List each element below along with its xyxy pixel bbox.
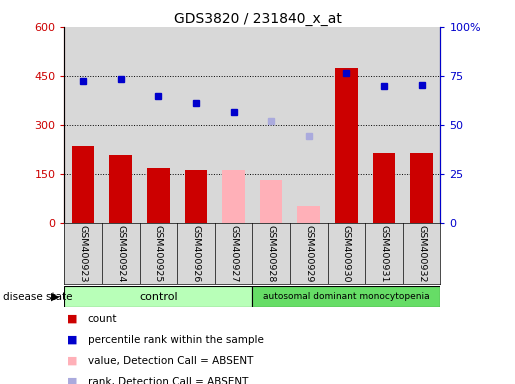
Text: ■: ■ [67, 377, 77, 384]
Bar [328, 27, 365, 223]
Bar [260, 180, 282, 223]
Text: GSM400925: GSM400925 [154, 225, 163, 282]
Bar [64, 27, 102, 223]
Bar [290, 27, 328, 223]
Text: GSM400923: GSM400923 [79, 225, 88, 282]
Text: ■: ■ [67, 335, 77, 345]
Text: ■: ■ [67, 314, 77, 324]
Text: GSM400932: GSM400932 [417, 225, 426, 282]
Bar [403, 27, 440, 223]
Text: GSM400926: GSM400926 [192, 225, 200, 282]
Text: GSM400931: GSM400931 [380, 225, 388, 282]
Bar [335, 68, 357, 223]
Text: GDS3820 / 231840_x_at: GDS3820 / 231840_x_at [174, 12, 341, 25]
Text: ▶: ▶ [50, 291, 59, 302]
Text: GSM400927: GSM400927 [229, 225, 238, 282]
Text: rank, Detection Call = ABSENT: rank, Detection Call = ABSENT [88, 377, 248, 384]
Text: value, Detection Call = ABSENT: value, Detection Call = ABSENT [88, 356, 253, 366]
Text: ■: ■ [67, 356, 77, 366]
Bar [252, 286, 440, 307]
Text: count: count [88, 314, 117, 324]
Bar [298, 206, 320, 223]
Text: GSM400928: GSM400928 [267, 225, 276, 282]
Bar [110, 155, 132, 223]
Text: GSM400929: GSM400929 [304, 225, 313, 282]
Text: autosomal dominant monocytopenia: autosomal dominant monocytopenia [263, 292, 430, 301]
Bar [102, 27, 140, 223]
Bar [177, 27, 215, 223]
Bar [215, 27, 252, 223]
Bar [252, 27, 290, 223]
Bar [373, 153, 395, 223]
Bar [64, 286, 252, 307]
Bar [410, 153, 433, 223]
Text: disease state: disease state [3, 291, 72, 302]
Text: GSM400930: GSM400930 [342, 225, 351, 282]
Text: control: control [139, 291, 178, 302]
Text: percentile rank within the sample: percentile rank within the sample [88, 335, 264, 345]
Bar [365, 27, 403, 223]
Bar [222, 170, 245, 223]
Bar [140, 27, 177, 223]
Bar [185, 170, 207, 223]
Bar [147, 168, 169, 223]
Text: GSM400924: GSM400924 [116, 225, 125, 282]
Bar [72, 146, 94, 223]
